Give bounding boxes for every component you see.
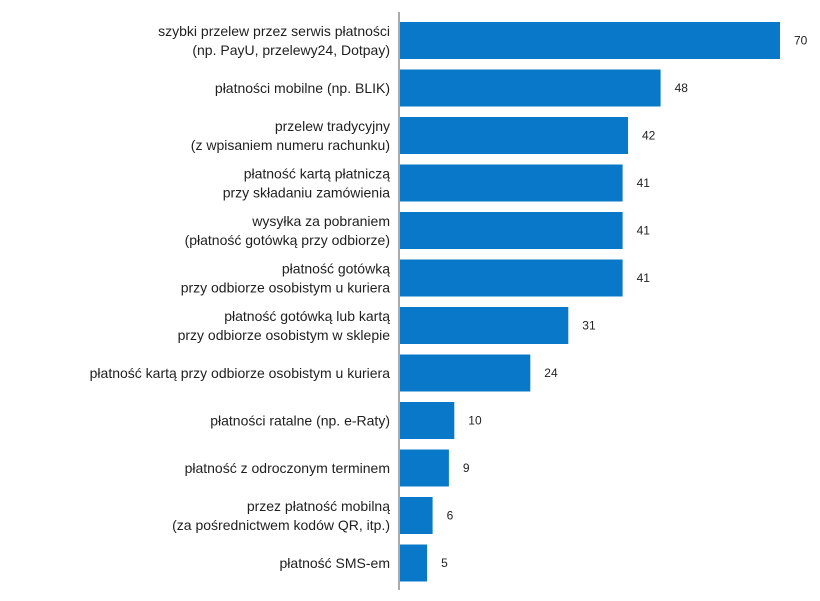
value-label-5: 41 <box>637 271 651 285</box>
bar-5 <box>400 259 623 297</box>
category-label-0: szybki przelew przez serwis płatności (np… <box>158 23 390 58</box>
category-label-11: płatność SMS-em <box>280 555 390 571</box>
bar-6 <box>400 307 569 344</box>
value-label-10: 6 <box>447 509 454 523</box>
bar-7 <box>400 354 531 392</box>
bar-10 <box>400 497 433 534</box>
value-label-0: 70 <box>794 34 808 48</box>
category-label-5: płatność gotówką przy odbiorze osobistym … <box>181 261 391 296</box>
value-labels-group: 70 48 42 41 41 41 31 24 10 9 6 5 <box>441 34 808 571</box>
category-label-2: przelew tradycyjny (z wpisaniem numeru ra… <box>191 118 390 153</box>
bar-1 <box>400 69 661 107</box>
value-label-11: 5 <box>441 556 448 570</box>
bar-2 <box>400 117 628 154</box>
value-label-2: 42 <box>642 129 656 143</box>
category-label-1: płatności mobilne (np. BLIK) <box>215 80 390 96</box>
bar-9 <box>400 449 449 487</box>
bar-8 <box>400 402 455 439</box>
bar-0 <box>400 22 780 59</box>
value-label-8: 10 <box>468 414 482 428</box>
category-label-8: płatności ratalne (np. e-Raty) <box>210 413 390 429</box>
category-label-9: płatność z odroczonym terminem <box>185 460 390 476</box>
category-label-3: płatność kartą płatniczą przy składaniu z… <box>223 166 391 201</box>
value-label-4: 41 <box>637 224 651 238</box>
value-label-1: 48 <box>675 81 689 95</box>
category-label-4: wysyłka za pobraniem (płatność gotówką pr… <box>185 213 390 248</box>
bars-group <box>400 22 780 582</box>
bar-11 <box>400 544 428 582</box>
bar-3 <box>400 164 623 202</box>
category-label-10: przez płatność mobilną (za pośrednictwem … <box>172 498 390 533</box>
value-label-3: 41 <box>637 176 651 190</box>
value-label-7: 24 <box>544 366 558 380</box>
category-label-6: płatność gotówką lub kartą przy odbiorze … <box>178 308 391 343</box>
category-labels-group: szybki przelew przez serwis płatności (np… <box>90 23 391 571</box>
value-label-6: 31 <box>582 319 596 333</box>
value-label-9: 9 <box>463 461 470 475</box>
category-label-7: płatność kartą przy odbiorze osobistym u… <box>90 365 391 381</box>
bar-4 <box>400 212 623 249</box>
